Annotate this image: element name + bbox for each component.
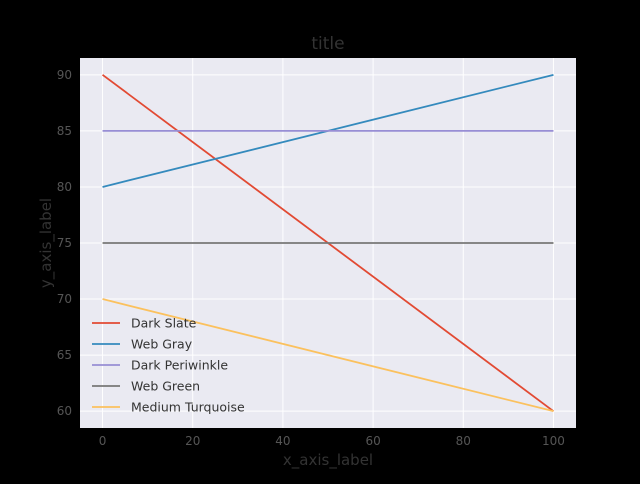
x-tick-label: 100 bbox=[542, 434, 565, 448]
x-tick-label: 40 bbox=[275, 434, 290, 448]
x-axis-label: x_axis_label bbox=[283, 451, 373, 470]
x-tick-label: 60 bbox=[365, 434, 380, 448]
legend-label: Dark Slate bbox=[131, 316, 197, 331]
x-tick-label: 20 bbox=[185, 434, 200, 448]
axis-ticks: 0 20 40 60 80 100 60 65 70 75 80 85 90 bbox=[57, 68, 565, 448]
y-tick-label: 75 bbox=[57, 236, 72, 250]
legend: Dark Slate Web Gray Dark Periwinkle Web Gre… bbox=[92, 316, 245, 415]
y-tick-label: 80 bbox=[57, 180, 72, 194]
legend-label: Medium Turquoise bbox=[131, 400, 245, 415]
y-tick-label: 60 bbox=[57, 404, 72, 418]
legend-label: Web Gray bbox=[131, 337, 193, 352]
x-tick-label: 80 bbox=[456, 434, 471, 448]
y-tick-label: 85 bbox=[57, 124, 72, 138]
series-line bbox=[102, 298, 554, 413]
legend-label: Web Green bbox=[131, 379, 200, 394]
series-lines bbox=[102, 73, 554, 413]
y-tick-label: 70 bbox=[57, 292, 72, 306]
x-tick-label: 0 bbox=[99, 434, 107, 448]
y-tick-label: 90 bbox=[57, 68, 72, 82]
y-tick-label: 65 bbox=[57, 348, 72, 362]
chart-title: title bbox=[311, 34, 344, 54]
y-axis-label: y_axis_label bbox=[37, 198, 56, 288]
legend-label: Dark Periwinkle bbox=[131, 358, 228, 373]
